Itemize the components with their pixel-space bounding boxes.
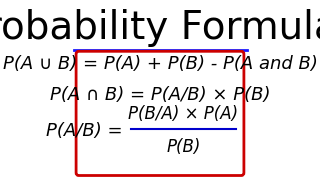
FancyBboxPatch shape xyxy=(76,51,244,176)
Text: P(A ∩ B) = P(A/B) × P(B): P(A ∩ B) = P(A/B) × P(B) xyxy=(50,86,270,104)
Text: P(B/A) × P(A): P(B/A) × P(A) xyxy=(128,105,238,123)
Text: P(B): P(B) xyxy=(166,138,201,156)
Text: Probability Formulas: Probability Formulas xyxy=(0,9,320,47)
Text: P(A/B) =: P(A/B) = xyxy=(46,122,128,140)
Text: P(A ∪ B) = P(A) + P(B) - P(A and B): P(A ∪ B) = P(A) + P(B) - P(A and B) xyxy=(3,55,317,73)
